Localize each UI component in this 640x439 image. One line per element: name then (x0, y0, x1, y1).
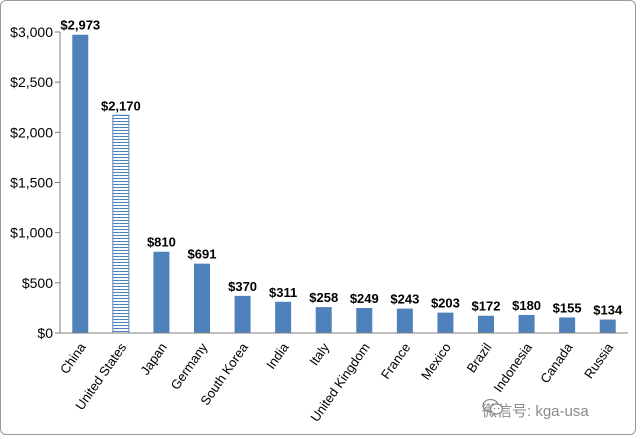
category-label-france: France (378, 340, 413, 382)
y-tick-label: $2,500 (10, 74, 53, 90)
bar-germany (194, 263, 210, 333)
value-label-united-kingdom: $249 (350, 291, 379, 306)
bar-canada (559, 317, 576, 333)
category-label-germany: Germany (168, 340, 211, 393)
category-label-japan: Japan (137, 340, 170, 378)
category-label-italy: Italy (306, 340, 332, 369)
value-label-france: $243 (390, 292, 419, 307)
bar-japan (153, 251, 170, 333)
value-label-china: $2,973 (60, 18, 100, 33)
y-tick-label: $1,000 (10, 225, 53, 241)
category-label-china: China (57, 339, 89, 376)
category-label-brazil: Brazil (464, 340, 495, 375)
watermark: 微信号: kga-usa (482, 398, 632, 422)
category-label-indonesia: Indonesia (490, 339, 535, 394)
bar-south-korea (234, 295, 251, 333)
value-label-brazil: $172 (472, 299, 501, 314)
category-label-canada: Canada (537, 339, 576, 386)
y-axis-ticks: $0 $500 $1,000 $1,500 $2,000 $2,500 $3,000 (10, 24, 60, 341)
bar-brazil (478, 315, 494, 333)
category-label-russia: Russia (581, 339, 617, 381)
watermark-text: 微信号: kga-usa (482, 402, 589, 420)
bar-italy (315, 307, 332, 333)
bar-united-states (112, 114, 130, 334)
value-label-russia: $134 (593, 303, 623, 318)
y-tick-label: $3,000 (10, 24, 53, 40)
bar-mexico (437, 312, 454, 333)
bar-india (275, 301, 292, 333)
category-label-mexico: Mexico (418, 340, 454, 382)
y-tick-label: $500 (22, 275, 53, 291)
value-label-united-states: $2,170 (101, 98, 141, 113)
category-label-india: India (263, 339, 292, 371)
value-label-italy: $258 (309, 290, 338, 305)
value-label-south-korea: $370 (228, 279, 257, 294)
y-tick-label: $0 (37, 325, 53, 341)
bar-china (72, 34, 89, 334)
wechat-icon (482, 398, 504, 415)
value-label-germany: $691 (188, 247, 217, 262)
value-label-canada: $155 (553, 300, 582, 315)
value-label-mexico: $203 (431, 296, 460, 311)
bars (72, 34, 616, 334)
value-label-india: $311 (269, 285, 297, 300)
bar-france (396, 308, 413, 333)
y-tick-label: $1,500 (10, 175, 53, 191)
y-tick-label: $2,000 (10, 124, 53, 140)
value-label-japan: $810 (147, 235, 176, 250)
bar-united-kingdom (356, 308, 373, 333)
value-labels: $2,973 $2,170 $810 $691 $370 $311 $258 $249 $243… (60, 18, 623, 318)
bar-russia (599, 319, 616, 333)
value-label-indonesia: $180 (512, 298, 541, 313)
bar-indonesia (518, 314, 535, 333)
